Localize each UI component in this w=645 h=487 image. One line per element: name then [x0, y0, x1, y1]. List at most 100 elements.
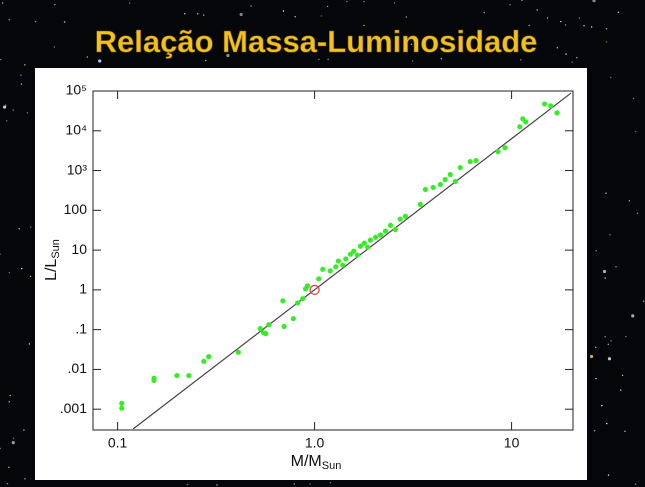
- star: [8, 466, 10, 469]
- x-axis-label-main: M/M: [291, 453, 322, 470]
- star: [595, 377, 597, 380]
- star: [605, 41, 608, 43]
- star: [309, 483, 311, 485]
- star: [327, 58, 329, 61]
- star: [8, 271, 11, 274]
- star: [0, 447, 1, 450]
- star: [86, 56, 89, 58]
- star-point: [387, 222, 394, 228]
- star-point: [382, 228, 389, 234]
- star: [230, 37, 232, 40]
- star-point: [300, 296, 306, 302]
- y-tick-label: 10: [71, 241, 87, 257]
- star-point: [351, 248, 357, 254]
- star: [320, 15, 323, 17]
- star: [631, 314, 635, 318]
- star: [186, 34, 188, 37]
- star: [1, 2, 4, 4]
- star: [607, 474, 610, 476]
- star: [602, 269, 607, 274]
- star: [634, 130, 637, 133]
- star: [12, 437, 15, 440]
- star-point: [333, 264, 339, 270]
- star-point: [430, 184, 436, 191]
- star: [643, 300, 645, 302]
- star-point: [316, 276, 322, 282]
- star: [393, 2, 396, 4]
- star: [605, 28, 608, 30]
- star: [410, 43, 413, 46]
- star: [98, 37, 100, 39]
- star: [632, 97, 635, 100]
- star: [5, 104, 7, 106]
- star: [21, 267, 23, 270]
- star: [606, 422, 608, 425]
- star: [6, 483, 9, 485]
- star-point: [377, 232, 384, 238]
- star: [346, 0, 348, 3]
- star-point: [457, 164, 463, 171]
- star-point: [495, 149, 501, 155]
- star: [54, 3, 56, 6]
- star: [624, 430, 626, 433]
- star: [595, 250, 597, 252]
- star: [20, 83, 23, 85]
- star-point: [422, 186, 428, 193]
- star: [250, 5, 252, 7]
- star-point: [437, 181, 443, 188]
- star: [0, 253, 1, 255]
- star: [628, 200, 631, 202]
- y-tick-label: .1: [75, 320, 87, 336]
- star: [24, 478, 26, 480]
- star-point: [402, 213, 408, 219]
- y-axis-label-sub: Sun: [50, 239, 62, 259]
- star-point: [201, 358, 207, 364]
- star: [326, 5, 329, 8]
- y-axis-label: L/LSun: [43, 239, 62, 281]
- star-point: [151, 377, 157, 383]
- sun-marker: [309, 284, 320, 296]
- star: [12, 109, 14, 111]
- star: [528, 24, 530, 27]
- y-tick-label: 10³: [67, 161, 88, 177]
- star: [607, 357, 612, 361]
- y-tick-label: 10⁴: [65, 121, 87, 137]
- star: [318, 58, 320, 61]
- star: [294, 16, 296, 18]
- star-point: [541, 101, 548, 107]
- star: [520, 59, 522, 61]
- star-point: [357, 243, 364, 249]
- star: [276, 35, 278, 38]
- star: [620, 389, 622, 391]
- star: [363, 0, 365, 3]
- star: [589, 354, 594, 359]
- y-axis-label-main: L/L: [43, 259, 60, 281]
- star: [205, 59, 207, 62]
- star: [604, 335, 606, 338]
- star-point: [186, 372, 192, 379]
- star: [604, 277, 606, 279]
- star: [571, 61, 573, 63]
- star: [621, 374, 624, 376]
- star: [329, 481, 332, 484]
- y-tick-label: 10⁵: [66, 82, 87, 98]
- star: [617, 11, 620, 13]
- star-point: [280, 298, 286, 304]
- star: [636, 212, 639, 215]
- star-point: [206, 354, 212, 360]
- star-point: [320, 266, 326, 272]
- star: [610, 76, 612, 79]
- star: [239, 12, 243, 17]
- star: [18, 228, 20, 230]
- star: [546, 17, 549, 19]
- star: [509, 3, 511, 6]
- plot-frame: [92, 90, 574, 431]
- star: [9, 394, 11, 397]
- x-tick-label: 1.0: [305, 435, 325, 451]
- y-tick-label: 1: [79, 281, 87, 297]
- star: [8, 401, 10, 403]
- star-point: [473, 157, 479, 164]
- star: [578, 17, 581, 19]
- star: [6, 120, 8, 122]
